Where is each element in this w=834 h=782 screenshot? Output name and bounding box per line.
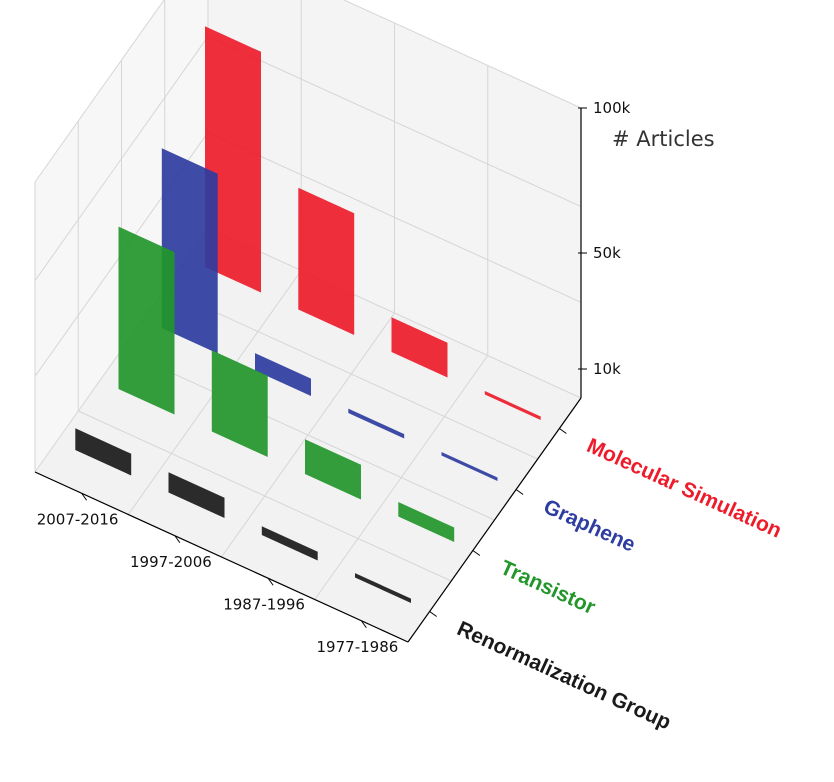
bar-renormalization-group-1987-1996 (261, 526, 318, 561)
y-tick-mark (472, 550, 481, 556)
series-label-graphene: Graphene (540, 495, 639, 557)
back-wall-gridline (207, 131, 582, 303)
y-tick-mark (429, 611, 437, 617)
bar-renormalization-group-2007-2016 (75, 428, 132, 476)
series-label-transistor: Transistor (497, 556, 599, 619)
x-tick-mark (174, 535, 181, 544)
x-axis-line (34, 471, 409, 643)
bar-transistor-1987-1996 (305, 439, 361, 500)
y-tick-mark (559, 428, 567, 434)
bar-transistor-1977-1986 (398, 502, 455, 542)
floor-gridline (78, 410, 452, 582)
chart-panes (35, 0, 581, 642)
y-axis-line (407, 397, 582, 643)
x-tick-mark (267, 577, 274, 586)
z-tick-label-10k: 10k (593, 360, 621, 378)
bar-renormalization-group-1977-1986 (355, 573, 411, 603)
x-tick-label-1977-1986: 1977-1986 (317, 638, 399, 656)
z-tick-label-100k: 100k (593, 99, 631, 117)
bar-molecular-simulation-2007-2016 (205, 26, 261, 293)
x-tick-mark (360, 620, 367, 629)
x-tick-label-2007-2016: 2007-2016 (37, 510, 119, 528)
bar-molecular-simulation-1977-1986 (484, 391, 541, 420)
x-tick-label-1997-2006: 1997-2006 (130, 553, 212, 571)
bar-graphene-1987-1996 (348, 408, 405, 439)
bar-renormalization-group-1997-2006 (168, 472, 225, 518)
chart-axes (34, 107, 587, 643)
z-tick-label-50k: 50k (593, 244, 621, 262)
bar-transistor-2007-2016 (118, 226, 175, 415)
z-axis-title: # Articles (612, 127, 715, 151)
y-tick-mark (515, 489, 524, 495)
chart-bars (75, 26, 541, 603)
x-tick-label-1987-1996: 1987-1996 (223, 595, 305, 613)
floor-gridline (164, 288, 538, 460)
x-tick-mark (81, 492, 88, 501)
series-label-renormalization-group: Renormalization Group (454, 617, 675, 734)
left-wall-gridline (34, 0, 165, 183)
back-wall-gridline (207, 36, 582, 208)
bar-molecular-simulation-1987-1996 (391, 317, 448, 378)
floor-gridline (207, 227, 582, 399)
bar-transistor-1997-2006 (211, 350, 268, 457)
bar-graphene-2007-2016 (161, 148, 218, 354)
back-wall-gridline (342, 0, 582, 109)
bar-molecular-simulation-1997-2006 (298, 187, 355, 335)
bar-graphene-1997-2006 (255, 353, 311, 396)
left-wall-gridline (34, 36, 209, 281)
floor-gridline (121, 349, 495, 521)
bar-graphene-1977-1986 (441, 452, 498, 481)
